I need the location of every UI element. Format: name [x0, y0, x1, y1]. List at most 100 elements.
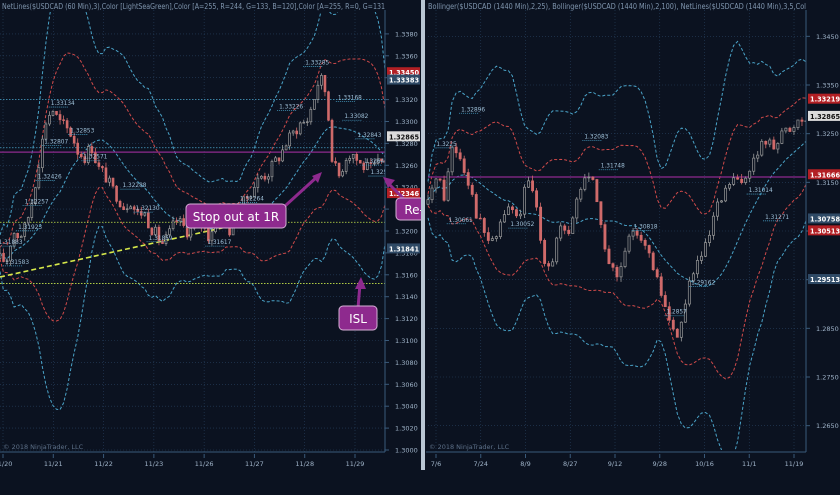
candle-body — [454, 146, 458, 154]
left-chart-panel[interactable]: 1.31883 1.31583 1.31923 1.32257 1.32426 1.328… — [0, 0, 465, 470]
candle-body — [23, 222, 27, 237]
y-tick-label: 1.3060 — [395, 381, 418, 389]
x-tick-label: 10/16 — [695, 460, 714, 468]
candle-body — [26, 217, 30, 224]
candle-body — [37, 167, 41, 189]
candle-body — [118, 200, 122, 208]
candle-body — [543, 239, 547, 264]
candle-body — [426, 199, 430, 205]
price-box — [808, 225, 840, 236]
y-tick-label: 1.3320 — [395, 96, 418, 104]
net-level-label: 1.30818 — [634, 225, 658, 231]
stop-out-arrow-head — [312, 172, 322, 183]
candle-body — [316, 84, 320, 100]
candle-body — [270, 161, 274, 178]
candle-body — [284, 145, 288, 151]
net-level-label: 1.32426 — [38, 174, 62, 180]
candle-body — [691, 273, 695, 282]
x-tick-label: 7/6 — [431, 460, 441, 468]
candle-body — [615, 266, 619, 278]
lower-band — [427, 184, 806, 380]
candle-body — [94, 152, 97, 164]
candle-body — [788, 127, 792, 132]
candle-body — [679, 321, 683, 338]
candle-body — [555, 237, 559, 263]
x-tick-label: 11/27 — [245, 460, 264, 468]
price-box — [387, 67, 420, 78]
candle-body — [341, 171, 344, 177]
price-box-value: 1.33450 — [389, 69, 419, 77]
candle-body — [164, 234, 168, 244]
left-time-axis[interactable]: 11/20 11/21 11/22 11/23 11/26 11/27 11/28 11/29 — [0, 454, 364, 468]
candle-body — [748, 170, 752, 179]
left-indicator-header: NetLines($USDCAD (60 Min),3),Color [Ligh… — [2, 2, 385, 11]
net-level-label: 1.31583 — [5, 260, 29, 266]
candle-body — [603, 224, 607, 250]
candle-body — [369, 162, 373, 164]
outer-upper-band — [427, 40, 806, 182]
candle-body — [462, 158, 466, 173]
candle-body — [764, 140, 768, 145]
net-level-label: 1.32257 — [25, 200, 49, 206]
candle-body — [792, 127, 796, 132]
net-level-label: 1.32643 — [364, 159, 388, 165]
candle-body — [607, 248, 611, 264]
y-tick-label: 1.3120 — [395, 315, 418, 323]
y-tick-label: 1.3150 — [816, 179, 839, 187]
net-level-label: 1.32264 — [240, 196, 264, 202]
candle-body — [760, 140, 764, 156]
right-value-labels: 1.3225 1.32896 1.30661 1.30052 1.32083 1.3174… — [434, 107, 789, 317]
candle-body — [108, 177, 111, 183]
candle-body — [623, 250, 627, 267]
candle-body — [337, 162, 341, 177]
right-bollinger-bands — [427, 40, 806, 450]
x-tick-label: 11/19 — [785, 460, 804, 468]
candle-body — [446, 171, 450, 201]
candle-body — [430, 187, 434, 201]
candle-body — [470, 184, 474, 195]
x-tick-label: 11/20 — [0, 460, 12, 468]
candle-body — [627, 235, 631, 252]
candle-body — [9, 245, 12, 262]
candle-body — [732, 177, 736, 185]
candle-body — [125, 208, 129, 210]
x-tick-label: 11/29 — [346, 460, 365, 468]
candle-body — [756, 154, 760, 159]
candle-body — [631, 230, 635, 237]
candle-body — [147, 212, 150, 229]
net-level-label: 1.33082 — [344, 114, 368, 120]
candle-body — [348, 158, 351, 161]
left-plot-background — [0, 0, 420, 470]
price-box-value: 1.30513 — [810, 227, 840, 235]
candle-body — [260, 175, 263, 179]
candle-body — [207, 228, 210, 242]
x-tick-label: 11/23 — [144, 460, 163, 468]
candle-body — [189, 227, 193, 238]
candle-body — [695, 260, 699, 275]
candle-body — [277, 157, 281, 162]
right-indicator-header: Bollinger($USDCAD (1440 Min),2,25), Boll… — [428, 2, 806, 11]
candle-body — [511, 206, 514, 211]
candle-body — [101, 166, 104, 169]
price-box-value: 1.32865 — [389, 133, 419, 141]
net-level-label: 1.32557 — [370, 170, 394, 176]
candle-body — [458, 152, 462, 160]
y-tick-label: 1.3240 — [395, 184, 418, 192]
panel-splitter[interactable] — [421, 0, 425, 495]
candle-body — [16, 232, 19, 239]
candle-body — [659, 276, 663, 296]
candle-body — [320, 75, 323, 86]
price-box-value: 1.30758 — [810, 215, 840, 223]
candle-body — [58, 114, 62, 121]
candle-body — [327, 91, 330, 121]
candle-body — [72, 135, 76, 144]
y-tick-label: 1.3250 — [816, 130, 839, 138]
candle-body — [351, 153, 355, 159]
candle-body — [376, 158, 380, 164]
right-time-axis[interactable]: 7/6 7/24 8/9 8/27 9/12 9/28 10/16 11/1 11/19 — [431, 454, 804, 468]
right-chart-panel[interactable]: 1.3225 1.32896 1.30661 1.30052 1.32083 1.3174… — [425, 0, 840, 470]
candle-body — [83, 156, 87, 163]
bottom-strip — [0, 470, 840, 495]
price-box-value: 1.32865 — [810, 113, 840, 121]
